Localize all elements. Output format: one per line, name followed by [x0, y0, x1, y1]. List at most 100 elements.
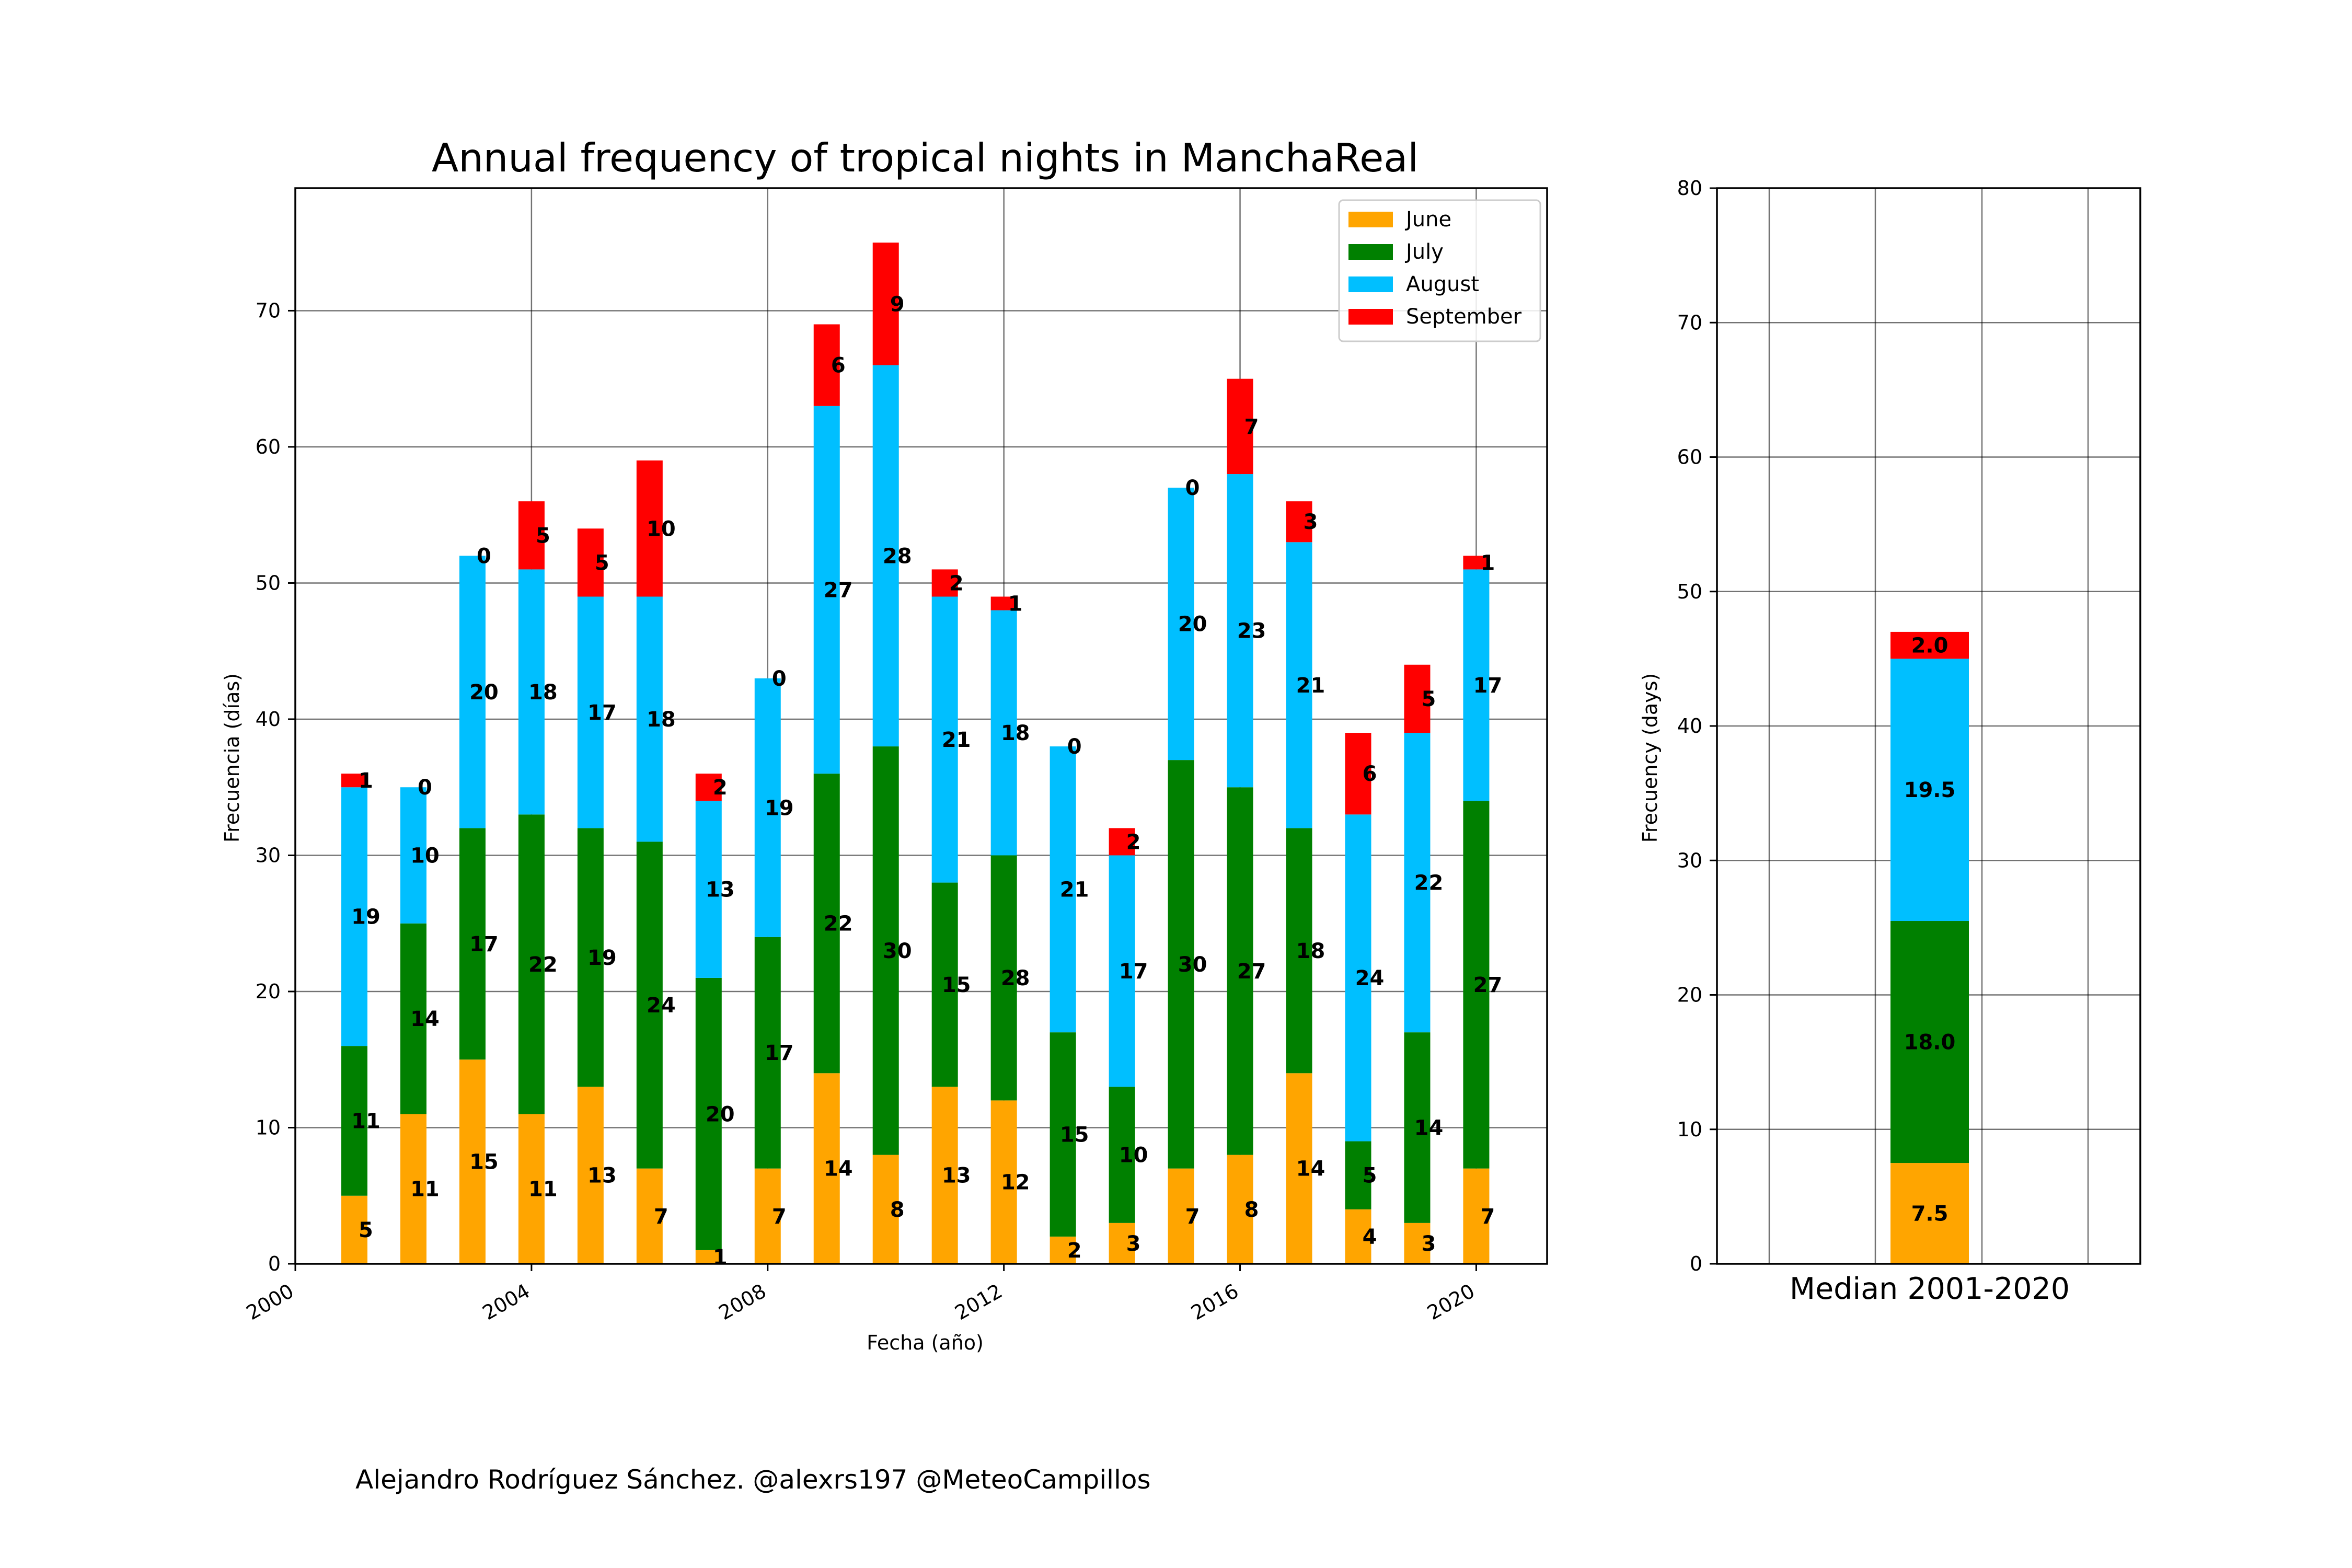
median-y-tick-label-20: 20	[1677, 984, 1702, 1007]
data-label-june-2014: 3	[1126, 1232, 1141, 1256]
median-chart: 7.5 18.0 19.5 2.0 0 10 20 30 40 50 60 70 80 Frecuen…	[1639, 177, 2141, 1306]
legend-label-july: July	[1404, 240, 1444, 264]
data-label-june-2017: 14	[1296, 1157, 1325, 1181]
bar-june-2004	[518, 1114, 545, 1264]
bar-september-2016	[1227, 378, 1253, 475]
data-label-september-2004: 5	[536, 524, 550, 548]
data-label-september-2015: 0	[1185, 476, 1200, 500]
median-y-tick-label-50: 50	[1677, 580, 1702, 603]
bar-june-2012	[990, 1100, 1017, 1264]
median-y-tick-label-30: 30	[1677, 849, 1702, 872]
bar-september-2006	[636, 460, 663, 597]
median-data-label-june: 7.5	[1911, 1202, 1949, 1226]
data-label-june-2010: 8	[890, 1198, 905, 1222]
bar-september-2020	[1463, 556, 1490, 570]
bar-july-2009	[813, 774, 840, 1074]
main-plot-frame	[294, 187, 1548, 1265]
bar-june-2018	[1345, 1209, 1371, 1264]
data-label-august-2016: 23	[1237, 619, 1266, 643]
legend-label-june: June	[1404, 207, 1451, 232]
credit-text: Alejandro Rodríguez Sánchez. @alexrs197 …	[355, 1465, 1151, 1495]
bar-july-2001	[341, 1046, 367, 1196]
data-label-august-2018: 24	[1355, 966, 1385, 990]
bar-september-2012	[990, 596, 1017, 610]
bar-august-2006	[636, 596, 663, 842]
bar-september-2017	[1286, 501, 1312, 543]
bar-july-2006	[636, 841, 663, 1169]
data-label-september-2003: 0	[477, 544, 491, 568]
bar-september-2009	[813, 324, 840, 406]
data-label-june-2002: 11	[410, 1178, 440, 1202]
bar-july-2018	[1345, 1141, 1371, 1209]
x-tick-label-2008: 2008	[715, 1279, 770, 1324]
data-label-august-2007: 13	[706, 878, 735, 902]
bar-june-2019	[1404, 1223, 1431, 1264]
bar-july-2007	[695, 977, 722, 1250]
data-label-june-2001: 5	[359, 1218, 373, 1242]
bar-september-2014	[1109, 828, 1135, 856]
data-label-august-2002: 10	[410, 844, 440, 868]
bar-july-2015	[1168, 760, 1194, 1169]
y-axis-label: Frecuencia (días)	[221, 673, 244, 843]
bar-september-2007	[695, 774, 722, 801]
median-y-tick-label-70: 70	[1677, 311, 1702, 334]
bar-july-2016	[1227, 787, 1253, 1155]
data-label-september-2001: 1	[359, 769, 373, 793]
median-bar-august	[1890, 659, 1969, 921]
bar-august-2007	[695, 801, 722, 978]
bar-july-2019	[1404, 1032, 1431, 1223]
x-tick-label-2016: 2016	[1187, 1279, 1242, 1324]
data-label-august-2019: 22	[1414, 871, 1444, 895]
data-label-august-2006: 18	[647, 708, 676, 732]
y-tick-label-20: 20	[256, 980, 281, 1003]
legend-label-september: September	[1406, 305, 1522, 329]
data-label-july-2009: 22	[824, 912, 853, 936]
bar-august-2017	[1286, 542, 1312, 828]
bar-august-2005	[577, 596, 604, 828]
bar-august-2019	[1404, 733, 1431, 1033]
data-label-september-2017: 3	[1304, 510, 1318, 534]
legend-swatch-june	[1348, 212, 1393, 227]
bar-june-2016	[1227, 1155, 1253, 1264]
bar-june-2017	[1286, 1073, 1312, 1264]
bar-june-2005	[577, 1087, 604, 1264]
data-label-august-2013: 21	[1060, 878, 1089, 902]
x-axis-label: Fecha (año)	[867, 1331, 984, 1354]
bar-july-2008	[754, 937, 781, 1169]
main-bars	[341, 243, 1490, 1264]
bar-june-2002	[400, 1114, 426, 1264]
bar-august-2009	[813, 406, 840, 774]
bar-september-2001	[341, 774, 367, 788]
median-y-tick-label-0: 0	[1690, 1252, 1702, 1275]
bar-june-2003	[459, 1059, 486, 1264]
bar-june-2009	[813, 1073, 840, 1264]
bar-august-2003	[459, 556, 486, 828]
y-tick-label-40: 40	[256, 708, 281, 731]
data-label-june-2015: 7	[1185, 1205, 1200, 1229]
data-label-june-2006: 7	[654, 1205, 668, 1229]
data-label-june-2007: 1	[713, 1246, 728, 1270]
bar-july-2013	[1050, 1032, 1076, 1237]
data-label-july-2017: 18	[1296, 939, 1325, 963]
data-label-september-2005: 5	[595, 551, 609, 575]
bar-august-2018	[1345, 814, 1371, 1142]
data-label-june-2011: 13	[942, 1164, 971, 1188]
data-label-august-2001: 19	[351, 905, 381, 929]
median-category-label: Median 2001-2020	[1790, 1272, 2070, 1306]
data-label-september-2008: 0	[772, 667, 787, 691]
bar-august-2010	[872, 365, 899, 747]
data-label-july-2008: 17	[765, 1041, 794, 1065]
data-label-june-2009: 14	[824, 1157, 853, 1181]
bar-june-2014	[1109, 1223, 1135, 1264]
bar-july-2010	[872, 746, 899, 1155]
main-bar-labels: 5111911114100151720011221851319175724181…	[351, 292, 1502, 1270]
data-label-august-2004: 18	[528, 681, 558, 705]
data-label-august-2015: 20	[1178, 613, 1207, 637]
data-label-june-2005: 13	[587, 1164, 617, 1188]
y-tick-label-10: 10	[256, 1116, 281, 1139]
y-tick-label-70: 70	[256, 299, 281, 322]
data-label-july-2007: 20	[706, 1102, 735, 1126]
legend: June July August September	[1338, 199, 1541, 342]
x-tick-label-2020: 2020	[1423, 1279, 1479, 1324]
